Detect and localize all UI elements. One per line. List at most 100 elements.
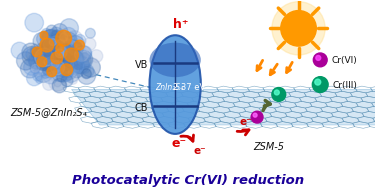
Circle shape	[22, 46, 42, 66]
Circle shape	[61, 27, 76, 43]
Circle shape	[49, 46, 61, 57]
Circle shape	[49, 45, 58, 54]
Circle shape	[312, 77, 328, 92]
Text: 2.37 eV: 2.37 eV	[173, 83, 205, 92]
Circle shape	[64, 50, 83, 69]
Circle shape	[43, 63, 57, 78]
Circle shape	[55, 66, 67, 78]
Circle shape	[46, 25, 57, 36]
Circle shape	[53, 59, 69, 74]
Circle shape	[22, 43, 40, 61]
Circle shape	[51, 44, 63, 56]
Text: e⁻: e⁻	[193, 146, 206, 156]
Circle shape	[272, 88, 286, 101]
Circle shape	[49, 36, 63, 50]
Circle shape	[60, 34, 76, 50]
Circle shape	[41, 70, 50, 78]
Circle shape	[58, 36, 74, 53]
Circle shape	[64, 49, 76, 61]
Circle shape	[29, 56, 48, 75]
Circle shape	[57, 60, 64, 68]
Circle shape	[75, 40, 84, 50]
Circle shape	[48, 59, 54, 65]
Text: ZnIn₂S₄: ZnIn₂S₄	[155, 83, 183, 92]
Circle shape	[79, 46, 92, 59]
Circle shape	[77, 43, 85, 50]
Circle shape	[11, 42, 28, 59]
Circle shape	[313, 53, 327, 67]
Circle shape	[61, 64, 80, 82]
Circle shape	[61, 40, 77, 56]
Circle shape	[65, 56, 77, 69]
Circle shape	[46, 52, 61, 67]
Circle shape	[70, 60, 84, 73]
Circle shape	[48, 49, 66, 68]
Circle shape	[37, 44, 52, 59]
Circle shape	[57, 56, 72, 71]
Circle shape	[32, 48, 49, 65]
Text: e⁻: e⁻	[172, 137, 187, 150]
Circle shape	[39, 55, 52, 68]
Circle shape	[253, 113, 257, 117]
Circle shape	[74, 61, 83, 70]
Circle shape	[40, 44, 58, 63]
Circle shape	[35, 54, 52, 70]
Circle shape	[59, 52, 72, 65]
Circle shape	[37, 42, 50, 56]
Circle shape	[45, 64, 53, 71]
Circle shape	[81, 58, 100, 77]
Circle shape	[28, 52, 46, 69]
Circle shape	[65, 48, 78, 62]
Circle shape	[69, 61, 78, 70]
Circle shape	[74, 50, 93, 69]
Circle shape	[55, 40, 66, 50]
Circle shape	[55, 60, 72, 77]
Circle shape	[50, 30, 64, 44]
Circle shape	[56, 47, 67, 58]
Circle shape	[73, 43, 81, 51]
Circle shape	[70, 64, 84, 78]
Circle shape	[61, 64, 72, 76]
Circle shape	[44, 51, 58, 65]
Circle shape	[51, 51, 62, 62]
Circle shape	[49, 73, 66, 91]
Circle shape	[71, 56, 89, 74]
Circle shape	[42, 41, 60, 59]
Circle shape	[54, 80, 61, 87]
Circle shape	[43, 79, 54, 90]
Circle shape	[50, 50, 65, 65]
Circle shape	[81, 69, 91, 79]
Circle shape	[30, 65, 39, 73]
Circle shape	[53, 45, 70, 63]
Circle shape	[35, 47, 48, 60]
Circle shape	[20, 59, 39, 78]
Circle shape	[56, 49, 67, 60]
Circle shape	[31, 64, 39, 72]
Circle shape	[64, 40, 83, 59]
Circle shape	[70, 49, 80, 59]
Text: CB: CB	[135, 103, 149, 113]
Circle shape	[43, 36, 61, 54]
Circle shape	[53, 46, 63, 57]
Circle shape	[32, 48, 44, 60]
Circle shape	[29, 53, 44, 69]
Circle shape	[40, 38, 54, 52]
Circle shape	[50, 41, 66, 58]
Circle shape	[78, 61, 90, 73]
Circle shape	[52, 55, 63, 67]
Circle shape	[24, 60, 39, 75]
Ellipse shape	[150, 35, 201, 134]
Circle shape	[40, 56, 56, 71]
Circle shape	[37, 32, 52, 46]
Circle shape	[54, 44, 73, 64]
Circle shape	[43, 29, 60, 47]
Circle shape	[48, 59, 63, 74]
Circle shape	[75, 48, 89, 61]
Circle shape	[69, 75, 78, 84]
Circle shape	[74, 46, 92, 63]
Circle shape	[44, 58, 52, 66]
Circle shape	[44, 39, 51, 46]
Circle shape	[66, 36, 85, 54]
Circle shape	[52, 78, 67, 93]
Circle shape	[42, 49, 56, 64]
